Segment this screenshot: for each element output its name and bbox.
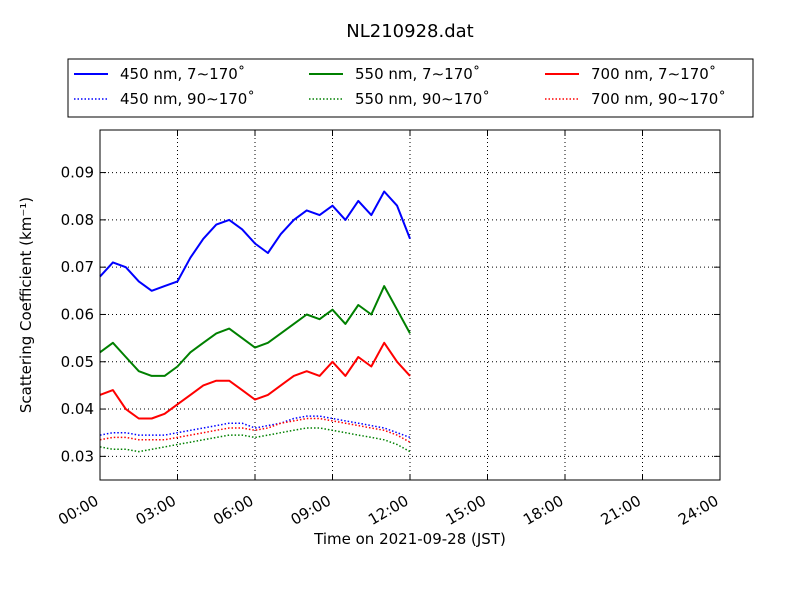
series-line	[99, 190, 411, 292]
legend-frame	[67, 58, 754, 118]
legend-label: 450 nm, 7∼170˚	[120, 65, 245, 83]
legend: 450 nm, 7∼170˚ 550 nm, 7∼170˚ 700 nm, 7∼17…	[67, 58, 754, 118]
x-tick-label: 03:00	[133, 492, 179, 529]
x-tick-label: 09:00	[288, 492, 334, 529]
legend-label: 550 nm, 7∼170˚	[355, 65, 480, 83]
plot-area: 00:00 03:00 06:00 09:00 12:00 15:00 18:00 21:00…	[55, 129, 722, 529]
y-tick-label: 0.08	[61, 211, 94, 229]
legend-label: 700 nm, 90∼170˚	[591, 90, 726, 108]
legend-label: 550 nm, 90∼170˚	[355, 90, 490, 108]
y-tick-label: 0.03	[61, 447, 94, 465]
x-tick-label: 12:00	[365, 492, 411, 529]
series-line	[99, 415, 411, 439]
y-axis-label: Scattering Coefficient (km⁻¹)	[17, 197, 35, 413]
y-tick-label: 0.09	[61, 164, 94, 182]
y-tick-label: 0.04	[61, 400, 94, 418]
x-axis-label: Time on 2021-09-28 (JST)	[313, 530, 506, 548]
x-tick-label: 21:00	[598, 492, 644, 529]
series-line	[99, 285, 411, 377]
legend-label: 700 nm, 7∼170˚	[591, 65, 716, 83]
y-tick-label: 0.07	[61, 258, 94, 276]
x-tick-label: 06:00	[210, 492, 256, 529]
x-tick-label: 18:00	[520, 492, 566, 529]
y-tick-label: 0.06	[61, 305, 94, 323]
series-group	[99, 190, 411, 453]
chart-title: NL210928.dat	[346, 21, 473, 42]
x-tick-label: 24:00	[675, 492, 721, 529]
grid	[99, 130, 721, 480]
series-line	[99, 341, 411, 420]
legend-label: 450 nm, 90∼170˚	[120, 90, 255, 108]
x-tick-label: 00:00	[55, 492, 101, 529]
x-tick-label: 15:00	[443, 492, 489, 529]
plot-background	[100, 130, 720, 480]
y-tick-label: 0.05	[61, 353, 94, 371]
